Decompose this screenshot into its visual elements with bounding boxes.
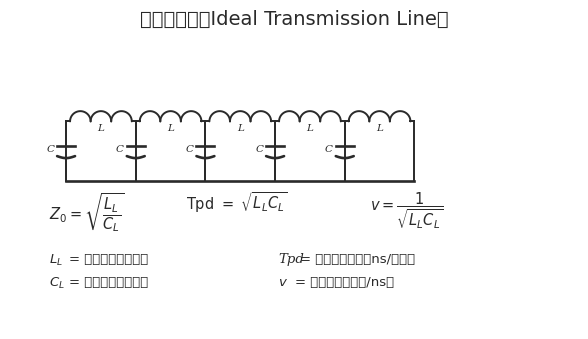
Text: = 传输速度（长度/ns）: = 传输速度（长度/ns） <box>295 276 394 289</box>
Text: = 单位长度上的电容: = 单位长度上的电容 <box>69 276 148 289</box>
Text: C: C <box>325 145 333 154</box>
Text: C: C <box>185 145 193 154</box>
Text: $v = \dfrac{1}{\sqrt{L_L C_L}}$: $v = \dfrac{1}{\sqrt{L_L C_L}}$ <box>370 191 443 231</box>
Text: L: L <box>237 124 243 133</box>
Text: L: L <box>98 124 104 133</box>
Text: = 单位长度上的电感: = 单位长度上的电感 <box>69 253 148 266</box>
Text: L: L <box>376 124 383 133</box>
Text: $\mathrm{Tpd}\ =\ \sqrt{L_L C_L}$: $\mathrm{Tpd}\ =\ \sqrt{L_L C_L}$ <box>186 191 287 215</box>
Text: $C_L$: $C_L$ <box>49 276 65 291</box>
Text: C: C <box>46 145 54 154</box>
Text: L: L <box>306 124 313 133</box>
Text: C: C <box>255 145 263 154</box>
Text: = 单位长度延迟（ns/长度）: = 单位长度延迟（ns/长度） <box>300 253 415 266</box>
Text: $L_L$: $L_L$ <box>49 253 63 268</box>
Text: C: C <box>116 145 124 154</box>
Text: L: L <box>167 124 174 133</box>
Text: $Z_0 = \sqrt{\dfrac{L_L}{C_L}}$: $Z_0 = \sqrt{\dfrac{L_L}{C_L}}$ <box>49 191 125 234</box>
Text: 理想传输线（Ideal Transmission Line）: 理想传输线（Ideal Transmission Line） <box>140 10 448 29</box>
Text: Tpd: Tpd <box>278 253 304 266</box>
Text: $v$: $v$ <box>278 276 288 289</box>
